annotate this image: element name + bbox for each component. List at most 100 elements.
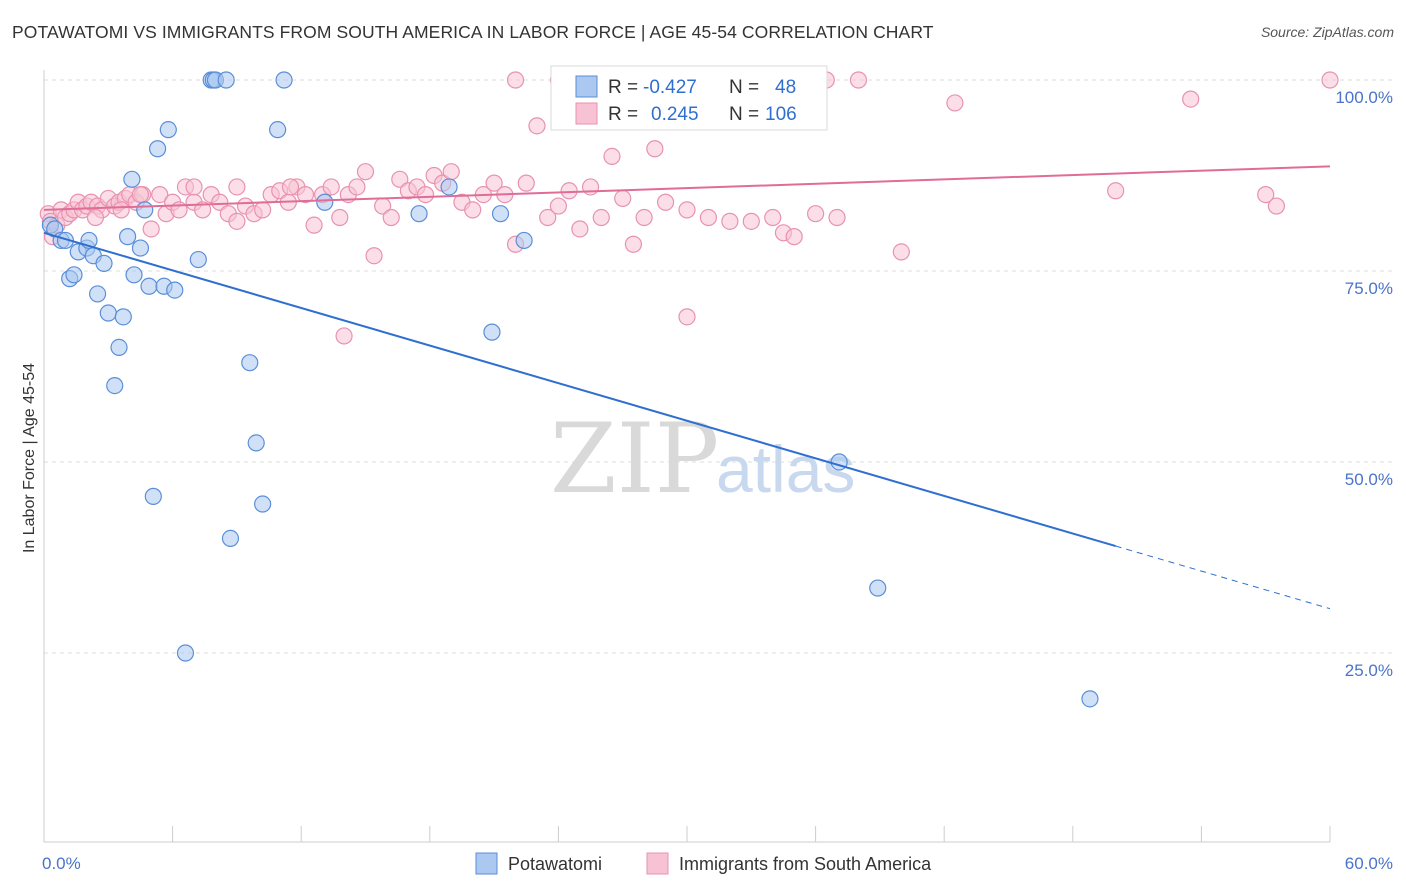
potawatomi-point xyxy=(316,193,334,211)
immigrants-point xyxy=(365,247,383,265)
potawatomi-point xyxy=(491,205,510,223)
immigrants-point xyxy=(699,208,718,227)
immigrants-point xyxy=(142,220,160,238)
potawatomi-point xyxy=(221,529,240,548)
x-tick-label: 60.0% xyxy=(1345,854,1393,873)
potawatomi-point xyxy=(140,277,158,295)
immigrants-point xyxy=(560,182,578,200)
y-tick-label: 100.0% xyxy=(1335,88,1393,107)
immigrants-point xyxy=(806,205,825,223)
potawatomi-point xyxy=(1081,690,1099,708)
potawatomi-point xyxy=(88,285,107,303)
immigrants-point xyxy=(1182,90,1200,108)
x-tick-labels: 0.0% 60.0% xyxy=(42,854,1393,873)
potawatomi-points xyxy=(41,71,1099,708)
immigrants-point xyxy=(131,186,150,204)
immigrants-point xyxy=(331,208,349,227)
immigrants-point xyxy=(151,186,169,204)
potawatomi-point xyxy=(515,231,533,250)
immigrants-point xyxy=(1267,197,1286,215)
legend-swatch-immigrants xyxy=(575,102,598,125)
immigrants-point xyxy=(112,201,130,219)
potawatomi-point xyxy=(166,281,184,299)
immigrants-point xyxy=(1321,71,1339,89)
potawatomi-point xyxy=(131,239,150,257)
legend-swatch-potawatomi xyxy=(575,75,598,98)
y-axis-label: In Labor Force | Age 45-54 xyxy=(21,363,38,553)
potawatomi-point xyxy=(189,250,207,269)
y-tick-label: 50.0% xyxy=(1345,470,1393,489)
immigrants-point xyxy=(517,174,535,192)
immigrants-point xyxy=(828,208,846,227)
immigrants-point xyxy=(416,186,435,204)
axes xyxy=(43,70,1331,843)
potawatomi-trend-extension xyxy=(1115,545,1331,610)
immigrants-point xyxy=(485,174,503,192)
bottom-legend-swatch-potawatomi xyxy=(475,852,498,875)
potawatomi-point xyxy=(269,121,287,139)
immigrants-point xyxy=(322,178,340,196)
immigrants-point xyxy=(348,178,366,196)
potawatomi-point xyxy=(217,71,235,89)
immigrants-point xyxy=(624,235,643,253)
immigrants-point xyxy=(946,94,964,112)
immigrants-point xyxy=(1107,182,1125,200)
potawatomi-point xyxy=(95,254,113,272)
immigrants-point xyxy=(849,71,868,89)
immigrants-point xyxy=(228,178,246,196)
potawatomi-point xyxy=(440,178,458,196)
immigrants-point xyxy=(571,220,589,238)
potawatomi-point xyxy=(159,121,177,139)
potawatomi-point xyxy=(483,323,501,341)
immigrants-trend-line xyxy=(43,165,1331,211)
immigrants-point xyxy=(356,163,375,181)
potawatomi-point xyxy=(869,579,887,597)
immigrants-point xyxy=(764,208,782,227)
immigrants-point xyxy=(528,117,546,135)
potawatomi-point xyxy=(410,205,428,223)
immigrants-point xyxy=(506,71,525,89)
immigrants-point xyxy=(656,193,675,211)
potawatomi-point xyxy=(65,266,83,284)
legend-r-label-2: R = xyxy=(608,104,638,125)
watermark-atlas: atlas xyxy=(716,432,855,506)
bottom-legend-immigrants: Immigrants from South America xyxy=(679,854,932,874)
immigrants-point xyxy=(549,197,568,215)
potawatomi-point xyxy=(99,304,117,322)
potawatomi-point xyxy=(118,228,137,246)
immigrants-point xyxy=(382,208,400,227)
immigrants-point xyxy=(678,308,696,326)
watermark-zip: ZIP xyxy=(550,403,719,515)
legend-r-label-1: R = xyxy=(608,77,638,98)
potawatomi-point xyxy=(125,266,143,284)
immigrants-point xyxy=(194,201,212,219)
potawatomi-point xyxy=(110,338,128,356)
immigrants-point xyxy=(391,170,409,188)
immigrants-point xyxy=(678,201,696,219)
immigrants-point xyxy=(228,212,246,230)
immigrants-point xyxy=(1257,186,1275,204)
potawatomi-point xyxy=(241,354,259,372)
potawatomi-point xyxy=(136,201,154,219)
legend-n-value-2: 106 xyxy=(765,104,797,125)
potawatomi-point xyxy=(106,377,124,395)
immigrants-point xyxy=(464,201,482,219)
legend-r-value-2: 0.245 xyxy=(651,104,699,125)
immigrants-point xyxy=(296,186,315,204)
immigrants-point xyxy=(305,216,323,234)
immigrants-point xyxy=(785,228,803,246)
bottom-legend-swatch-immigrants xyxy=(646,852,669,875)
immigrants-point xyxy=(646,140,664,158)
immigrants-point xyxy=(254,201,272,219)
immigrants-point xyxy=(592,208,610,227)
x-tick-label: 0.0% xyxy=(42,854,81,873)
legend-r-value-1: -0.427 xyxy=(643,77,697,98)
chart-title: POTAWATOMI VS IMMIGRANTS FROM SOUTH AMER… xyxy=(12,22,934,42)
immigrants-point xyxy=(603,147,621,165)
immigrants-point xyxy=(721,212,739,230)
correlation-legend: R = -0.427 N = 48 R = 0.245 N = 106 xyxy=(550,65,828,131)
immigrants-point xyxy=(892,243,910,261)
immigrants-point xyxy=(635,208,653,227)
potawatomi-point xyxy=(148,140,167,158)
series-legend: Potawatomi Immigrants from South America xyxy=(475,852,932,875)
